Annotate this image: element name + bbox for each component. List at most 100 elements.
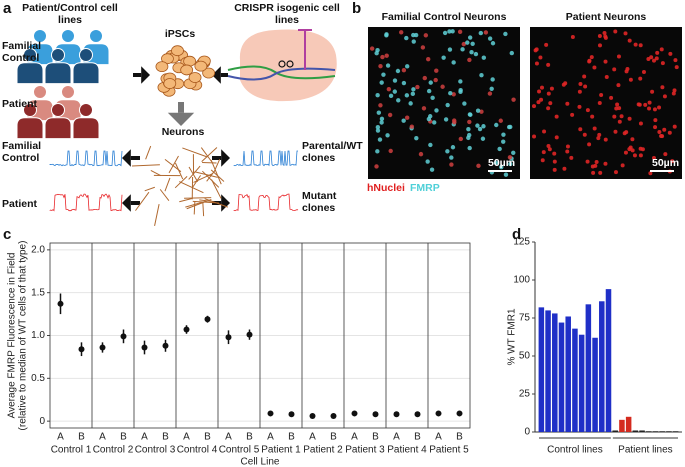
ipsc-cell	[194, 60, 208, 72]
y-tick-label: 25	[519, 389, 531, 400]
cell-signal	[672, 124, 677, 129]
cell-signal	[433, 77, 438, 83]
cell-signal	[668, 51, 673, 56]
legend-label: hNuclei	[367, 182, 405, 194]
panel-label: a	[3, 0, 12, 17]
cell-signal	[443, 117, 449, 122]
cell-signal	[434, 108, 439, 113]
cell-signal	[458, 88, 463, 93]
cell-signal	[628, 77, 633, 82]
cell-signal	[376, 110, 382, 115]
arrow-head	[167, 112, 195, 126]
cell-signal	[674, 65, 679, 70]
group-label: Control 3	[135, 445, 176, 456]
legend-label: FMRP	[410, 182, 440, 194]
person-body	[44, 117, 72, 140]
cell-signal	[457, 29, 463, 35]
ipsc-cell	[163, 78, 177, 89]
dna-strand	[227, 65, 336, 80]
bar	[592, 337, 598, 432]
scale-bar-label: 50µm	[652, 157, 680, 169]
voltage-trace	[233, 193, 299, 212]
bar	[545, 310, 551, 432]
cell-signal	[582, 74, 587, 79]
group-label: Control 1	[51, 445, 92, 456]
cell-signal	[546, 62, 551, 67]
cell-signal	[615, 102, 620, 107]
cell-signal	[499, 164, 504, 170]
cell-signal	[381, 72, 386, 77]
cell-signal	[650, 89, 655, 94]
person-body	[16, 62, 44, 85]
cell-signal	[434, 68, 439, 73]
x-tick-label: A	[351, 432, 358, 443]
person-head	[23, 48, 37, 62]
mean-point	[57, 300, 64, 307]
cell-signal	[590, 114, 595, 119]
cell-signal	[404, 93, 410, 98]
y-tick-label: 0	[39, 416, 45, 427]
cell-signal	[423, 33, 429, 38]
bar	[552, 313, 558, 432]
cell-signal	[508, 161, 513, 167]
cell-signal	[603, 161, 608, 166]
cell-signal	[503, 31, 508, 37]
cell-signal	[449, 162, 454, 167]
cell-signal	[638, 76, 643, 81]
bar	[632, 430, 639, 432]
cell-signal	[425, 159, 430, 164]
cell-signal	[448, 90, 453, 96]
x-tick-label: B	[414, 432, 421, 443]
ipsc-cell	[202, 67, 216, 79]
mean-point	[246, 331, 253, 338]
cell-signal	[594, 159, 599, 164]
micrograph	[368, 27, 520, 179]
cell-signal	[396, 98, 401, 103]
cell-signal	[458, 136, 464, 142]
cell-signal	[662, 127, 667, 132]
cell-signal	[452, 120, 457, 125]
voltage-trace	[49, 193, 123, 212]
person-head	[23, 103, 37, 117]
x-tick-label: B	[246, 432, 253, 443]
cell-signal	[539, 85, 544, 90]
cell-signal	[616, 54, 621, 59]
cell-signal	[532, 104, 537, 109]
cell-signal	[497, 146, 502, 152]
cell-signal	[441, 55, 446, 60]
neurite	[132, 164, 160, 167]
group-label: Patient 4	[387, 445, 427, 456]
cell-signal	[399, 30, 404, 35]
cell-signal	[597, 132, 602, 137]
mean-point	[351, 410, 358, 417]
cell-signal	[447, 29, 452, 34]
person-head	[51, 103, 65, 117]
cell-signal	[554, 135, 559, 140]
cell-signal	[630, 137, 635, 142]
cell-signal	[378, 63, 383, 69]
cell-signal	[630, 148, 635, 153]
group-label: Control 4	[177, 445, 218, 456]
ipsc-cell	[180, 64, 194, 76]
neurite	[214, 158, 221, 171]
cell-signal	[622, 131, 627, 136]
cell-signal	[375, 149, 380, 154]
cell-signal	[380, 54, 385, 60]
cell-signal	[404, 115, 410, 120]
cell-signal	[432, 120, 437, 125]
mean-point	[435, 410, 442, 417]
neurite	[210, 169, 225, 182]
cell-signal	[655, 50, 660, 55]
cell-signal	[481, 124, 486, 129]
neurite	[211, 179, 222, 199]
cell-signal	[536, 100, 541, 105]
diagram-label: Patient/Control cell lines	[22, 2, 118, 26]
person-head	[51, 48, 65, 62]
cell-signal	[387, 112, 393, 118]
image-title: Familial Control Neurons	[381, 11, 507, 23]
cell-signal	[476, 163, 481, 169]
cell-signal	[540, 158, 545, 163]
mean-point	[183, 326, 190, 333]
cell-signal	[578, 81, 583, 86]
